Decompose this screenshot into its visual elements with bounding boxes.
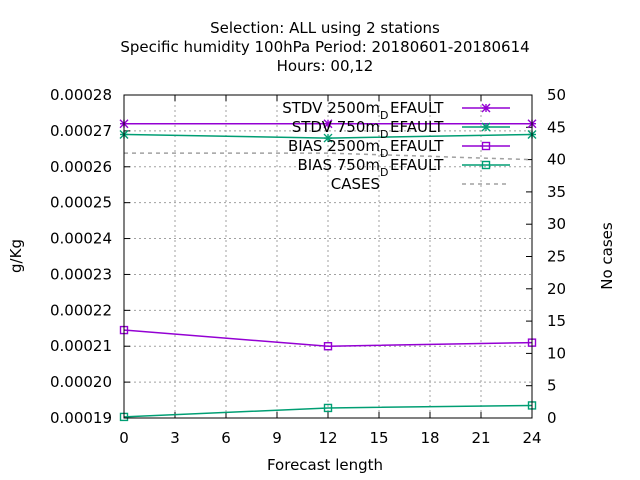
y-tick-label: 0.00019 xyxy=(50,409,112,427)
x-tick-label: 9 xyxy=(272,429,282,447)
series-point-1 xyxy=(323,133,333,143)
y2-tick-label: 10 xyxy=(547,344,566,362)
series-line-3 xyxy=(123,404,533,418)
y2-tick-label: 45 xyxy=(547,118,566,136)
y2-tick-label: 40 xyxy=(547,151,566,169)
y2-tick-label: 35 xyxy=(547,183,566,201)
x-tick-label: 6 xyxy=(221,429,231,447)
legend-label: STDV 2500m xyxy=(282,99,380,117)
series-group xyxy=(119,119,537,422)
series-point-2 xyxy=(323,342,333,351)
legend-marker xyxy=(481,141,491,151)
y2-tick-label: 5 xyxy=(547,377,557,395)
y2-tick-label: 20 xyxy=(547,280,566,298)
y2-tick-label: 0 xyxy=(547,409,557,427)
y2-axis-ticks: 0 5 10 15 20 25 30 35 40 45 50 xyxy=(526,86,566,427)
y-tick-label: 0.00021 xyxy=(50,337,112,355)
legend-label-rest: EFAULT xyxy=(390,118,444,136)
legend-marker xyxy=(481,160,491,170)
y2-tick-label: 50 xyxy=(547,86,566,104)
y-tick-label: 0.00024 xyxy=(50,230,112,248)
y-tick-label: 0.00028 xyxy=(50,86,112,104)
y-axis-label: g/Kg xyxy=(7,239,25,273)
x-tick-label: 24 xyxy=(522,429,541,447)
x-tick-label: 12 xyxy=(318,429,337,447)
y2-axis-label: No cases xyxy=(598,222,616,290)
grid-lines xyxy=(124,95,532,418)
y-tick-label: 0.00026 xyxy=(50,158,112,176)
y2-tick-label: 25 xyxy=(547,248,566,266)
x-tick-label: 21 xyxy=(471,429,490,447)
x-tick-label: 15 xyxy=(369,429,388,447)
title-line-3: Hours: 00,12 xyxy=(277,57,374,75)
y-tick-label: 0.00022 xyxy=(50,301,112,319)
series-point-0 xyxy=(323,119,333,129)
legend-label-sub: D xyxy=(380,128,388,141)
series-point-3 xyxy=(323,403,333,413)
y-tick-label: 0.00025 xyxy=(50,194,112,212)
legend-label-rest: EFAULT xyxy=(390,99,444,117)
x-axis-label: Forecast length xyxy=(267,456,383,474)
plot-frame xyxy=(123,94,533,419)
chart-title: Selection: ALL using 2 stations Specific… xyxy=(120,19,529,75)
y-tick-label: 0.00023 xyxy=(50,265,112,283)
title-line-1: Selection: ALL using 2 stations xyxy=(210,19,440,37)
legend-label-sub: D xyxy=(380,166,388,179)
legend-label-rest: EFAULT xyxy=(390,137,444,155)
series-line-2 xyxy=(123,329,533,347)
legend-label-sub: D xyxy=(380,109,388,122)
y2-tick-label: 15 xyxy=(547,312,566,330)
legend-label: BIAS 750m xyxy=(297,156,380,174)
series-line-4 xyxy=(124,152,533,161)
y-tick-label: 0.00020 xyxy=(50,373,112,391)
y2-tick-label: 30 xyxy=(547,215,566,233)
legend-label-rest: EFAULT xyxy=(390,156,444,174)
y-tick-label: 0.00027 xyxy=(50,122,112,140)
x-tick-label: 18 xyxy=(420,429,439,447)
x-axis-ticks: 0 3 6 9 12 15 18 21 24 xyxy=(119,95,542,447)
y-axis-ticks: 0.00019 0.00020 0.00021 0.00022 0.00023 0.000… xyxy=(50,86,130,427)
legend-label: BIAS 2500m xyxy=(288,137,380,155)
x-tick-label: 0 xyxy=(119,429,129,447)
legend-marker xyxy=(481,103,491,113)
legend-marker xyxy=(481,122,491,132)
legend-label: CASES xyxy=(331,175,380,193)
legend-label-sub: D xyxy=(380,147,388,160)
x-tick-label: 3 xyxy=(170,429,180,447)
legend-label: STDV 750m xyxy=(292,118,380,136)
title-line-2: Specific humidity 100hPa Period: 2018060… xyxy=(120,38,529,56)
